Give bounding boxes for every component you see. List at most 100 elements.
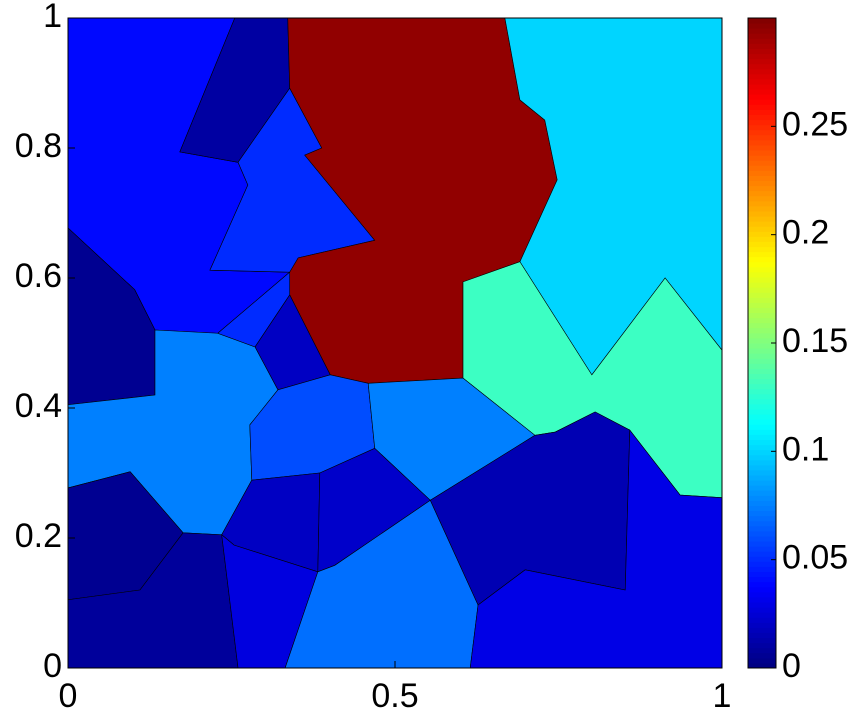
colorbar-step (748, 134, 776, 141)
colorbar-step (748, 246, 776, 253)
colorbar-step (748, 251, 776, 258)
colorbar-step (748, 322, 776, 329)
colorbar-step (748, 353, 776, 359)
colorbar-step (748, 469, 776, 476)
colorbar-step (748, 546, 776, 552)
y-tick-label: 1 (43, 0, 62, 35)
colorbar-step (748, 429, 776, 435)
colorbar-step (748, 144, 776, 151)
colorbar-step (748, 515, 776, 522)
colorbar-step (748, 104, 776, 110)
colorbar-step (748, 307, 776, 314)
colorbar-step (748, 495, 776, 501)
colorbar-step (748, 398, 776, 405)
colorbar-step (748, 480, 776, 486)
colorbar-step (748, 612, 776, 618)
colorbar-step (748, 510, 776, 517)
colorbar-step (748, 637, 776, 644)
colorbar-step (748, 221, 776, 227)
colorbar-step (748, 276, 776, 283)
colorbar-step (748, 266, 776, 273)
colorbar-step (748, 114, 776, 121)
colorbar-step (748, 459, 776, 466)
colorbar-step (748, 363, 776, 369)
colorbar-step (748, 317, 776, 324)
colorbar-step (748, 190, 776, 197)
colorbar-step (748, 622, 776, 628)
colorbar-step (748, 343, 776, 349)
colorbar-step (748, 332, 776, 339)
colorbar-step (748, 490, 776, 496)
x-tick-label: 0 (59, 677, 78, 715)
y-tick-label: 0.2 (15, 517, 62, 555)
colorbar-step (748, 43, 776, 49)
colorbar-step (748, 505, 776, 512)
colorbar-step (748, 200, 776, 207)
colorbar-step (748, 444, 776, 451)
colorbar-step (748, 297, 776, 303)
colorbar-step (748, 337, 776, 344)
colorbar-step (748, 18, 776, 24)
colorbar-step (748, 23, 776, 29)
y-tick-label: 0.6 (15, 257, 62, 295)
colorbar-step (748, 520, 776, 527)
colorbar-step (748, 642, 776, 649)
colorbar-tick-label: 0.2 (782, 214, 829, 252)
colorbar-step (748, 155, 776, 161)
colorbar-step (748, 596, 776, 603)
colorbar-tick-label: 0.05 (782, 539, 848, 577)
colorbar-step (748, 236, 776, 242)
colorbar-step (748, 170, 776, 176)
colorbar-step (748, 28, 776, 34)
x-tick-label: 0.5 (371, 677, 418, 715)
colorbar-step (748, 454, 776, 461)
plot-area (67, 17, 723, 669)
colorbar-step (748, 327, 776, 334)
colorbar-step (748, 485, 776, 491)
colorbar-step (748, 210, 776, 217)
colorbar-step (748, 551, 776, 557)
colorbar-step (748, 403, 776, 410)
colorbar-step (748, 68, 776, 75)
colorbar-step (748, 84, 776, 90)
colorbar-step (748, 581, 776, 588)
colorbar-step (748, 216, 776, 222)
colorbar-step (748, 109, 776, 115)
colorbar-step (748, 373, 776, 380)
colorbar-step (748, 601, 776, 608)
colorbar-step (748, 48, 776, 55)
colorbar-step (748, 175, 776, 181)
colorbar-tick-label: 0.25 (782, 105, 848, 143)
colorbar-step (748, 205, 776, 212)
colorbar-step (748, 94, 776, 100)
colorbar-step (748, 449, 776, 456)
colorbar-step (748, 500, 776, 506)
colorbar-step (748, 434, 776, 440)
colorbar-tick-label: 0.15 (782, 322, 848, 360)
colorbar-step (748, 607, 776, 613)
colorbar-step (748, 150, 776, 156)
colorbar-step (748, 261, 776, 268)
colorbar-step (748, 525, 776, 532)
colorbar-step (748, 368, 776, 374)
colorbar-step (748, 535, 776, 542)
colorbar-step (748, 53, 776, 60)
colorbar-step (748, 241, 776, 248)
colorbar-step (748, 129, 776, 136)
colorbar-step (748, 119, 776, 126)
colorbar-step (748, 475, 776, 481)
colorbar-step (748, 165, 776, 171)
colorbar-step (748, 591, 776, 598)
x-tick-label: 1 (713, 677, 732, 715)
colorbar-step (748, 419, 776, 425)
colorbar-step (748, 180, 776, 187)
colorbar-step (748, 530, 776, 537)
colorbar-step (748, 195, 776, 202)
y-tick-label: 0.4 (15, 387, 62, 425)
colorbar-tick-label: 0.1 (782, 430, 829, 468)
colorbar-step (748, 414, 776, 420)
colorbar-step (748, 256, 776, 263)
colorbar-step (748, 33, 776, 39)
colorbar-step (748, 571, 776, 578)
